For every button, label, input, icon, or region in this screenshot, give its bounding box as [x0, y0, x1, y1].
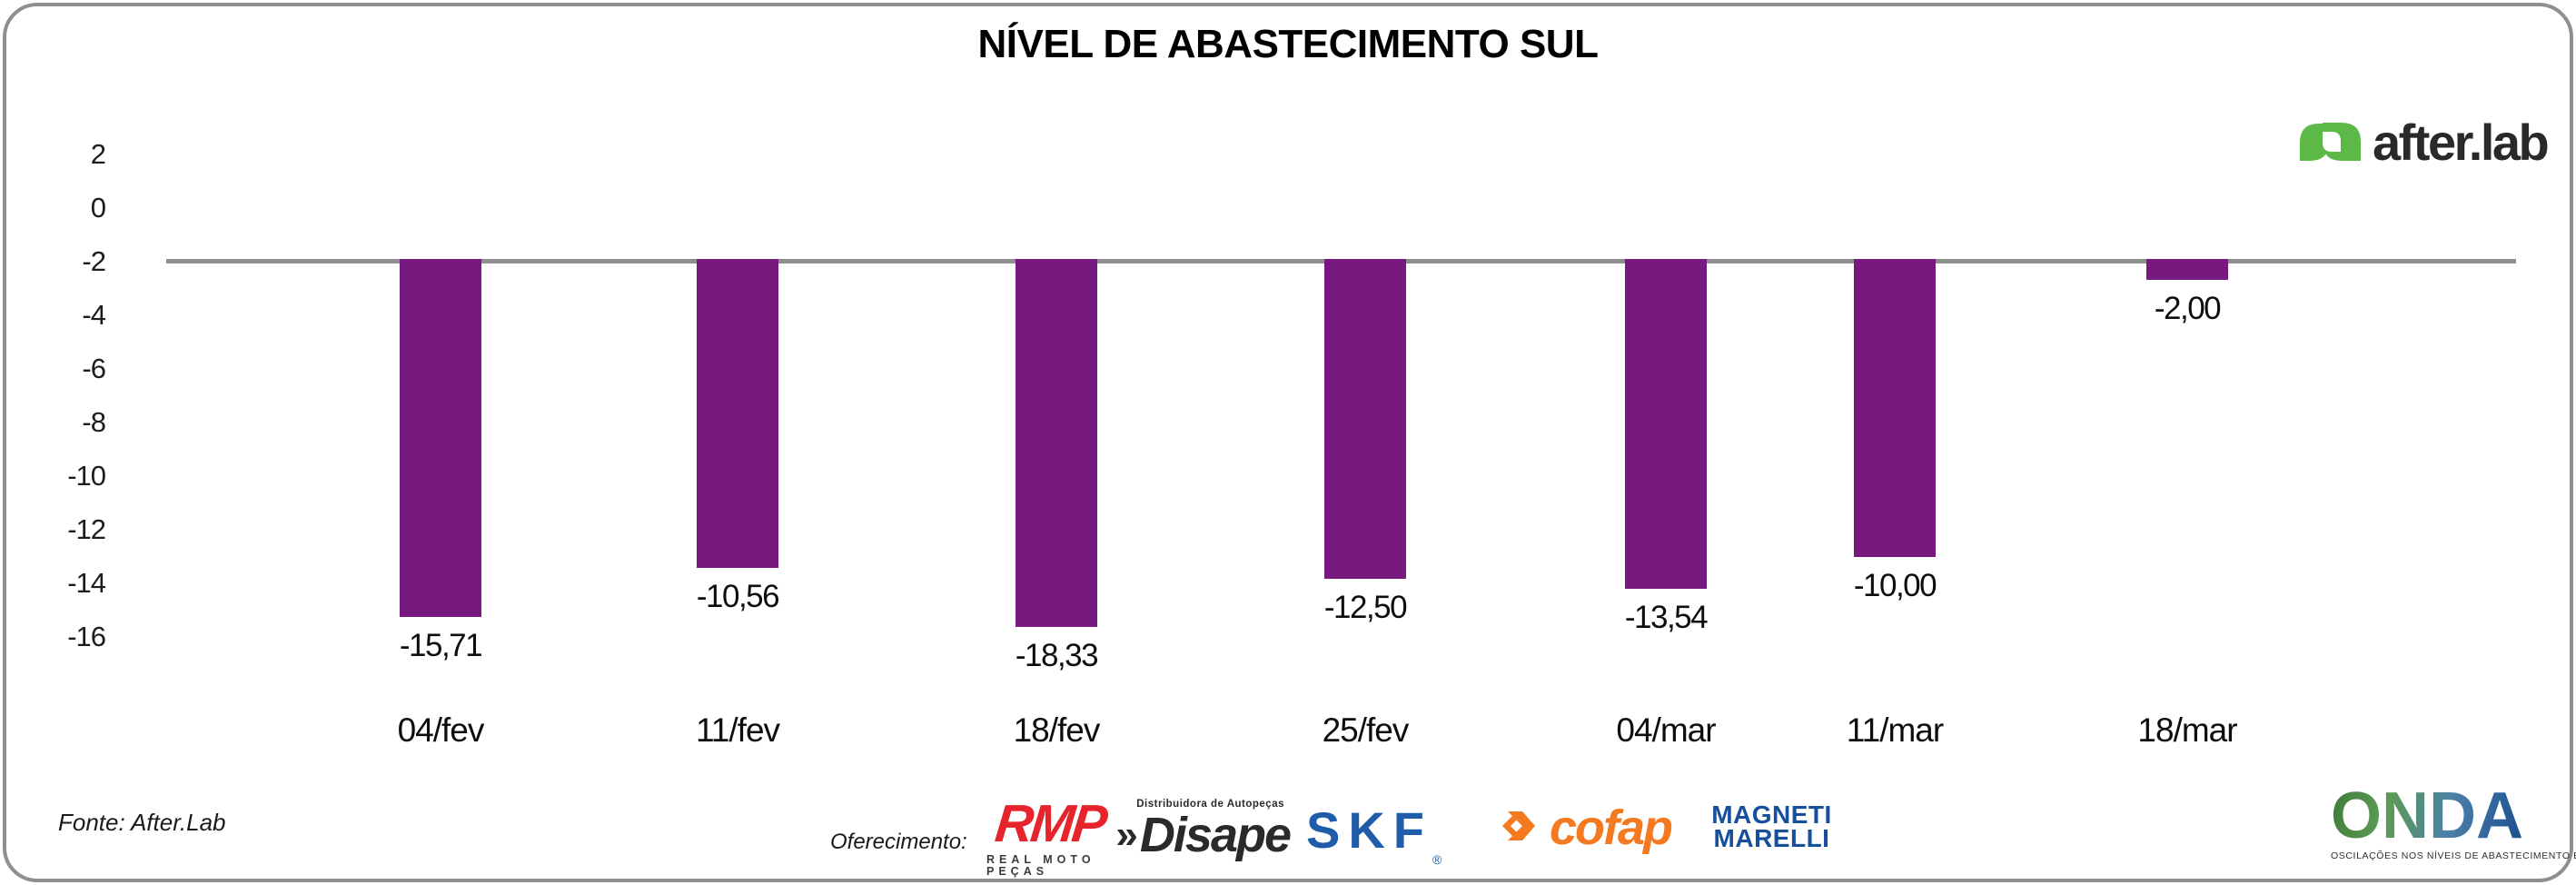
- onda-wordmark: ONDA: [2331, 780, 2523, 852]
- bar-value-label: -13,54: [1624, 600, 1709, 635]
- oferecimento-label: Oferecimento:: [830, 830, 967, 854]
- disape-subtitle: Distribuidora de Autopeças: [1136, 799, 1284, 810]
- y-axis-tick-label: -6: [82, 353, 106, 384]
- y-axis-tick-label: 2: [90, 138, 106, 170]
- y-axis-tick-label: -10: [67, 460, 106, 492]
- onda-logo: ONDA OSCILAÇÕES NOS NÍVEIS DE ABASTECIME…: [2331, 780, 2576, 861]
- sponsor-skf-logo: SKF®: [1306, 801, 1442, 867]
- bar-04-fev: [400, 259, 481, 617]
- bar-11-mar: [1854, 259, 1936, 557]
- afterlab-leaf-icon: [2294, 116, 2363, 168]
- skf-wordmark: SKF®: [1306, 801, 1442, 867]
- sponsor-magneti-marelli-logo: MAGNETI MARELLI: [1706, 800, 1838, 852]
- y-axis-tick-label: -12: [67, 513, 106, 545]
- bar-value-label: -10,56: [696, 579, 780, 614]
- chart-card-border: [3, 3, 2573, 882]
- cofap-x-icon: [1501, 808, 1542, 848]
- sponsor-rmp-logo: RMP REAL MOTO PEÇAS: [986, 794, 1114, 878]
- x-axis-category-label: 18/mar: [2137, 711, 2237, 749]
- disape-wordmark: » Disape: [1115, 807, 1292, 862]
- source-label: Fonte: After.Lab: [58, 809, 226, 836]
- bar-value-label: -2,00: [2154, 291, 2222, 326]
- bar-25-fev: [1324, 259, 1406, 579]
- bar-value-label: -15,71: [399, 628, 483, 663]
- sponsor-cofap-logo: cofap: [1501, 800, 1673, 855]
- x-axis-category-label: 04/mar: [1616, 711, 1716, 749]
- marelli-line: MARELLI: [1713, 823, 1830, 852]
- bar-value-label: -12,50: [1323, 590, 1408, 625]
- disape-chevrons-icon: »: [1115, 811, 1138, 857]
- x-axis-category-label: 25/fev: [1322, 711, 1410, 749]
- x-axis-category-label: 18/fev: [1013, 711, 1101, 749]
- magneti-line: MAGNETI: [1711, 800, 1832, 829]
- afterlab-wordmark: after.lab: [2373, 113, 2550, 171]
- sponsor-disape-logo: Distribuidora de Autopeças » Disape: [1115, 799, 1292, 859]
- x-axis-category-label: 11/mar: [1846, 711, 1944, 749]
- rmp-wordmark: RMP: [992, 794, 1108, 853]
- y-axis-tick-label: -16: [67, 621, 106, 652]
- y-axis-tick-label: -8: [82, 406, 106, 438]
- x-axis-category-label: 04/fev: [397, 711, 485, 749]
- y-axis-tick-label: -14: [67, 567, 106, 599]
- onda-tagline: OSCILAÇÕES NOS NÍVEIS DE ABASTECIMENTO E…: [2331, 850, 2576, 861]
- bar-18-fev: [1016, 259, 1097, 627]
- rmp-subtitle: REAL MOTO PEÇAS: [986, 853, 1095, 878]
- skf-registered-mark: ®: [1432, 852, 1442, 867]
- bar-18-mar: [2146, 259, 2228, 280]
- bar-04-mar: [1625, 259, 1707, 589]
- y-axis-tick-label: -2: [82, 245, 106, 277]
- afterlab-logo: after.lab: [2294, 113, 2550, 171]
- chart-title: NÍVEL DE ABASTECIMENTO SUL: [977, 22, 1599, 66]
- y-axis-tick-label: 0: [90, 192, 106, 224]
- y-axis-tick-label: -4: [82, 299, 106, 331]
- bar-value-label: -10,00: [1853, 568, 1937, 603]
- bar-value-label: -18,33: [1015, 638, 1099, 673]
- cofap-wordmark: cofap: [1550, 800, 1673, 855]
- bar-11-fev: [697, 259, 778, 568]
- x-axis-category-label: 11/fev: [695, 711, 780, 749]
